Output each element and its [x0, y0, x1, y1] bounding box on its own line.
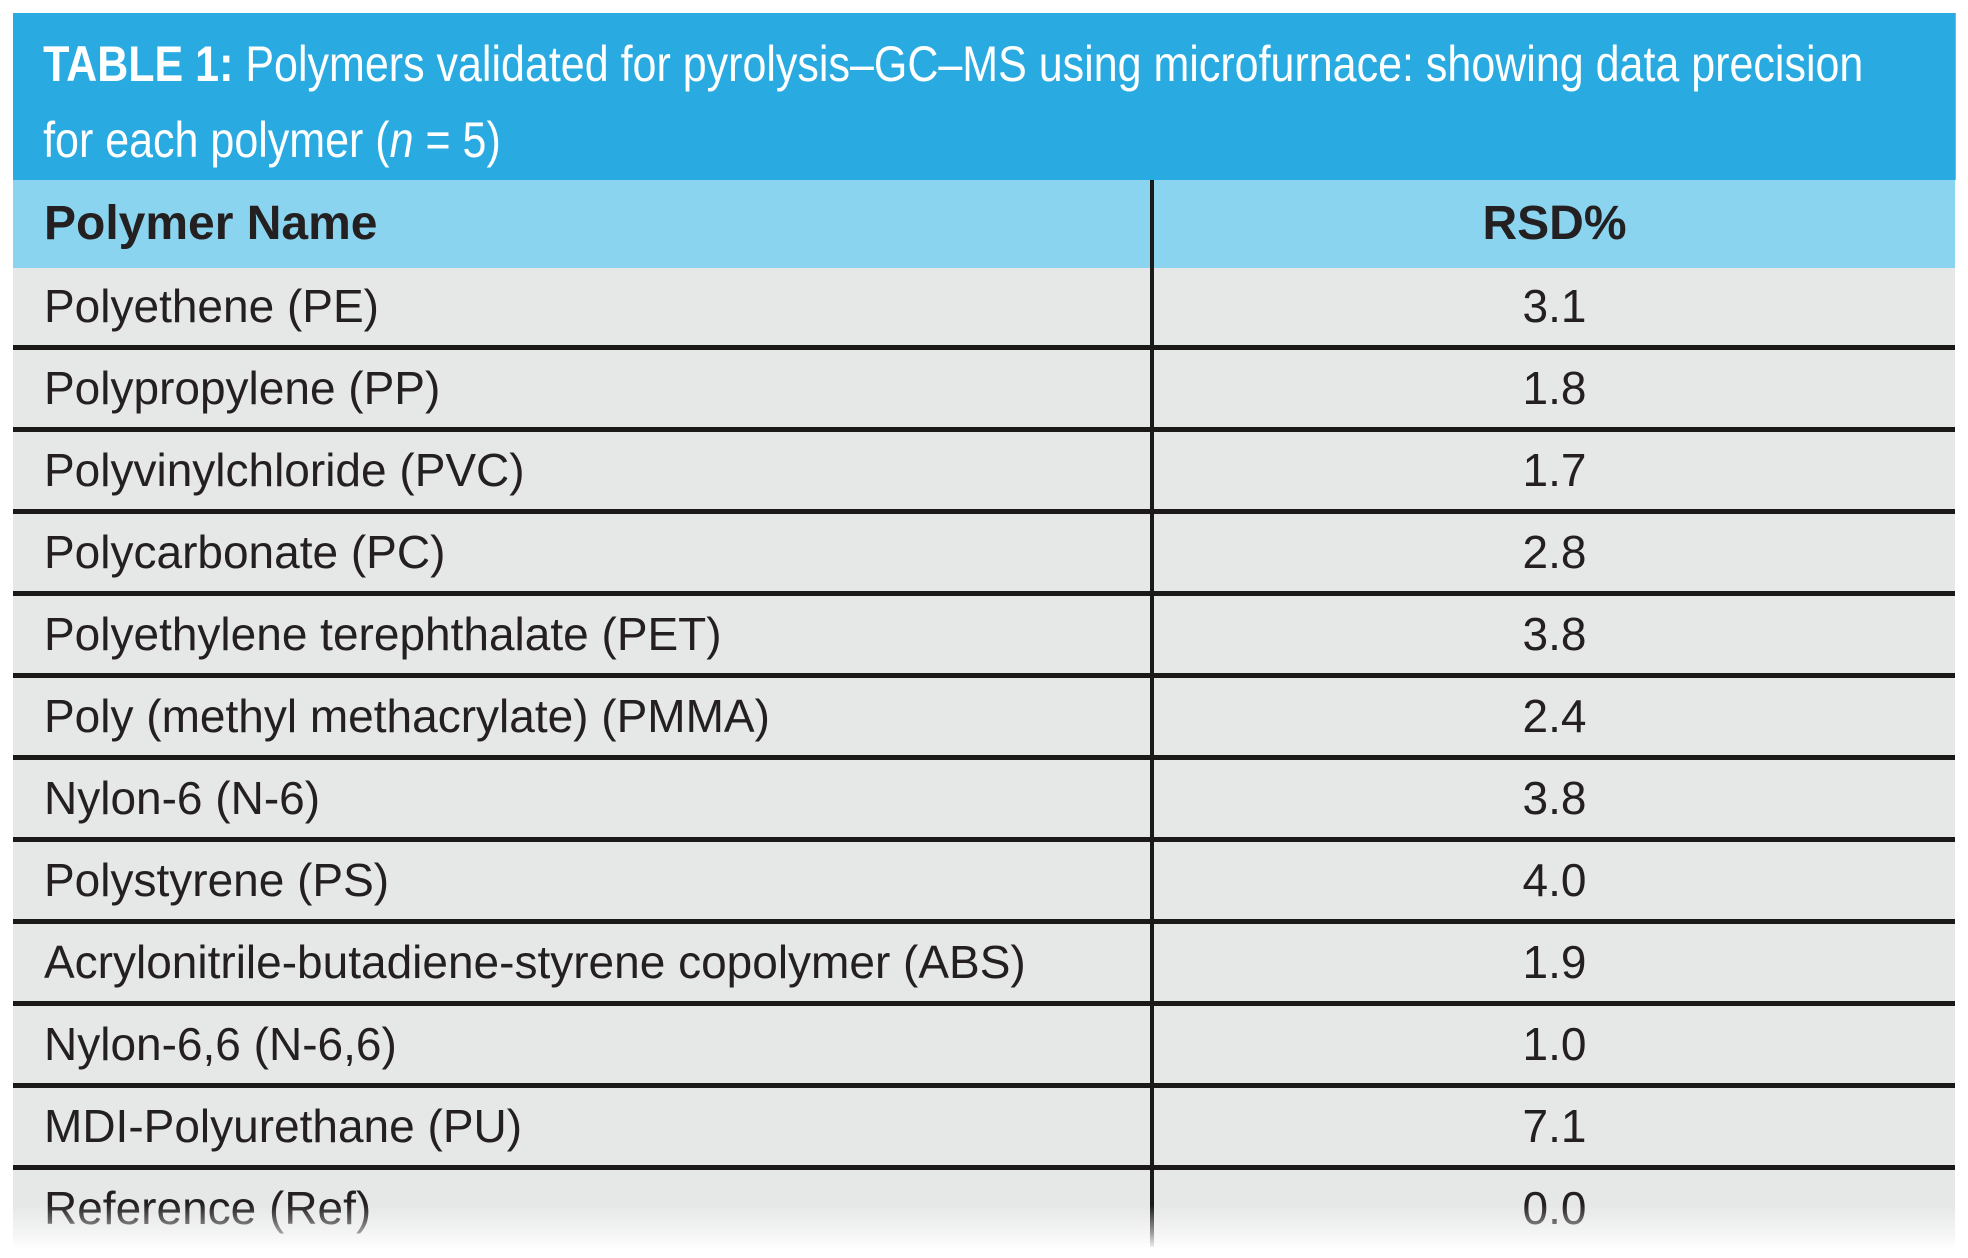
row-divider — [13, 1001, 1955, 1006]
table-row: Polycarbonate (PC) 2.8 — [13, 514, 1955, 591]
rsd-value-cell: 7.1 — [1522, 1100, 1587, 1152]
column-header-rsd: RSD% — [1482, 197, 1627, 250]
polymer-name-cell: Poly (methyl methacrylate) (PMMA) — [13, 678, 1154, 755]
rsd-value-cell: 2.8 — [1522, 526, 1587, 578]
caption-line-2-prefix: for each polymer ( — [43, 112, 390, 168]
polymer-name-cell: Nylon-6 (N-6) — [13, 760, 1154, 837]
table-row: Polyethene (PE) 3.1 — [13, 268, 1955, 345]
polymer-name-cell: Reference (Ref) — [13, 1170, 1154, 1247]
table-1-figure: TABLE 1: Polymers validated for pyrolysi… — [13, 13, 1956, 1247]
table-caption: TABLE 1: Polymers validated for pyrolysi… — [13, 13, 1956, 180]
polymer-name-cell: Polyethylene terephthalate (PET) — [13, 596, 1154, 673]
table-row: Reference (Ref) 0.0 — [13, 1170, 1955, 1247]
polymer-name-cell: Polycarbonate (PC) — [13, 514, 1154, 591]
row-divider — [13, 427, 1955, 432]
row-divider — [13, 509, 1955, 514]
rsd-value-cell: 0.0 — [1522, 1182, 1587, 1234]
row-divider — [13, 837, 1955, 842]
table-row: Nylon-6,6 (N-6,6) 1.0 — [13, 1006, 1955, 1083]
caption-line-2: for each polymer (n = 5) — [43, 102, 1955, 178]
rsd-value-cell: 1.8 — [1522, 362, 1587, 414]
polymer-name-cell: Polystyrene (PS) — [13, 842, 1154, 919]
row-divider — [13, 591, 1955, 596]
rsd-value-cell: 1.0 — [1522, 1018, 1587, 1070]
table-row: Poly (methyl methacrylate) (PMMA) 2.4 — [13, 678, 1955, 755]
table-row: Acrylonitrile-butadiene-styrene copolyme… — [13, 924, 1955, 1001]
caption-line-1: TABLE 1: Polymers validated for pyrolysi… — [43, 26, 1955, 102]
table-row: Polypropylene (PP) 1.8 — [13, 350, 1955, 427]
rsd-value-cell: 4.0 — [1522, 854, 1587, 906]
table-body: Polyethene (PE) 3.1 Polypropylene (PP) 1… — [13, 268, 1955, 1247]
row-divider — [13, 1083, 1955, 1088]
row-divider — [13, 755, 1955, 760]
caption-line-1-text: Polymers validated for pyrolysis–GC–MS u… — [233, 36, 1864, 92]
rsd-value-cell: 3.1 — [1522, 280, 1587, 332]
table-row: MDI-Polyurethane (PU) 7.1 — [13, 1088, 1955, 1165]
polymer-name-cell: MDI-Polyurethane (PU) — [13, 1088, 1154, 1165]
polymer-name-cell: Nylon-6,6 (N-6,6) — [13, 1006, 1154, 1083]
polymer-name-cell: Polypropylene (PP) — [13, 350, 1154, 427]
rsd-value-cell: 3.8 — [1522, 772, 1587, 824]
row-divider — [13, 919, 1955, 924]
table-row: Nylon-6 (N-6) 3.8 — [13, 760, 1955, 837]
row-divider — [13, 673, 1955, 678]
row-divider — [13, 345, 1955, 350]
rsd-value-cell: 1.9 — [1522, 936, 1587, 988]
rsd-value-cell: 2.4 — [1522, 690, 1587, 742]
table-row: Polystyrene (PS) 4.0 — [13, 842, 1955, 919]
row-divider — [13, 1165, 1955, 1170]
caption-table-label: TABLE 1: — [43, 36, 234, 92]
rsd-value-cell: 1.7 — [1522, 444, 1587, 496]
caption-line-2-suffix: = 5) — [413, 112, 501, 168]
polymer-name-cell: Polyvinylchloride (PVC) — [13, 432, 1154, 509]
rsd-value-cell: 3.8 — [1522, 608, 1587, 660]
polymer-name-cell: Acrylonitrile-butadiene-styrene copolyme… — [13, 924, 1154, 1001]
polymer-name-cell: Polyethene (PE) — [13, 268, 1154, 345]
caption-n-symbol: n — [389, 112, 414, 168]
table-row: Polyethylene terephthalate (PET) 3.8 — [13, 596, 1955, 673]
table-row: Polyvinylchloride (PVC) 1.7 — [13, 432, 1955, 509]
column-header-polymer-name: Polymer Name — [13, 180, 1154, 268]
column-header-row: Polymer Name RSD% — [13, 180, 1955, 268]
